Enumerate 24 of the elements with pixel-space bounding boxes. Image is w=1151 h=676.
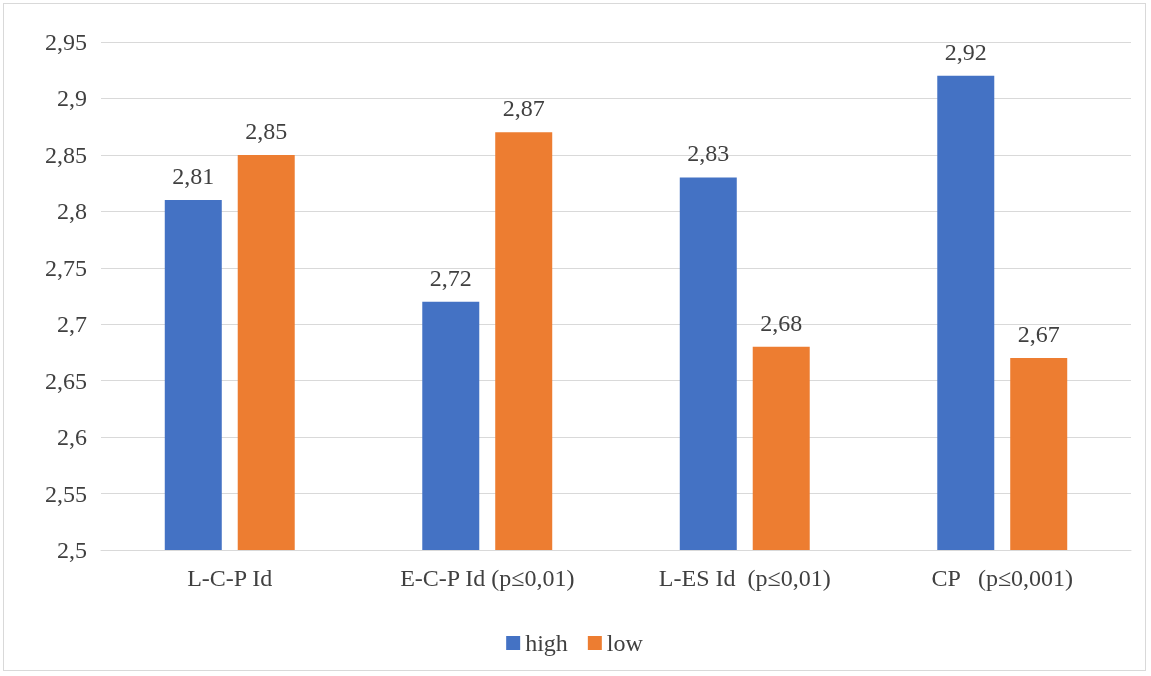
data-label: 2,83 bbox=[687, 140, 730, 167]
y-tick-label: 2,85 bbox=[45, 141, 87, 168]
y-tick-label: 2,65 bbox=[45, 367, 87, 394]
y-tick-label: 2,8 bbox=[57, 198, 87, 225]
y-tick-label: 2,95 bbox=[45, 29, 87, 55]
x-tick-label: CP (p≤0,001) bbox=[931, 565, 1074, 591]
y-tick-label: 2,6 bbox=[57, 424, 87, 451]
y-tick-label: 2,5 bbox=[57, 537, 87, 563]
y-tick-label: 2,7 bbox=[57, 311, 87, 338]
y-tick-label: 2,75 bbox=[45, 254, 87, 281]
data-label: 2,67 bbox=[1017, 321, 1060, 348]
x-tick-label: E-C-P Id (p≤0,01) bbox=[400, 565, 575, 591]
data-label: 2,92 bbox=[944, 38, 987, 65]
y-tick-label: 2,9 bbox=[57, 85, 87, 112]
x-tick-label: L-ES Id (p≤0,01) bbox=[658, 565, 831, 591]
data-label: 2,68 bbox=[760, 309, 803, 336]
data-label: 2,85 bbox=[245, 117, 288, 144]
legend-label: high bbox=[525, 630, 568, 656]
x-tick-label: L-C-P Id bbox=[187, 565, 273, 591]
data-label: 2,87 bbox=[502, 95, 545, 122]
y-tick-label: 2,55 bbox=[45, 480, 87, 507]
legend-label: low bbox=[606, 630, 644, 656]
data-label: 2,72 bbox=[429, 264, 472, 291]
data-label: 2,81 bbox=[172, 163, 215, 190]
